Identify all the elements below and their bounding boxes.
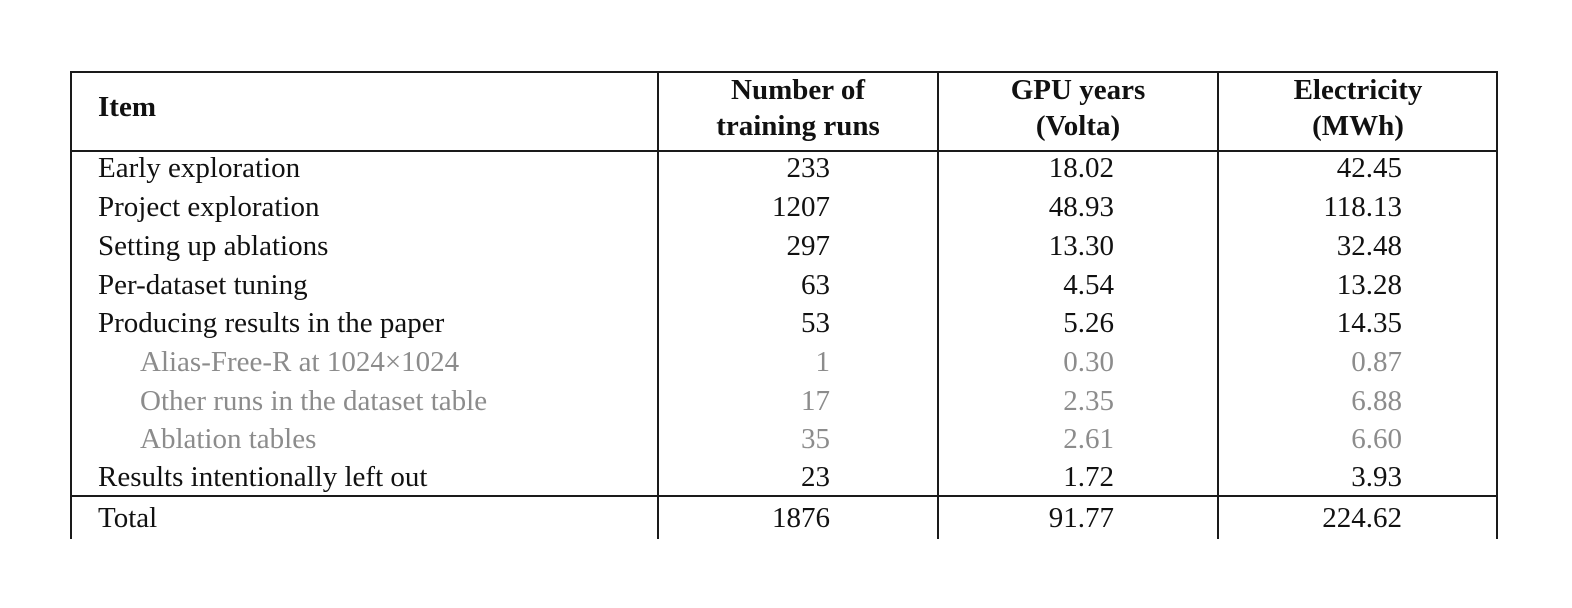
table-row: Producing results in the paper 53 5.26 1…: [70, 304, 1498, 343]
row-gpu: 4.54: [1063, 269, 1114, 301]
table-row: Setting up ablations 297 13.30 32.48: [70, 227, 1498, 266]
table-row: Per-dataset tuning 63 4.54 13.28: [70, 266, 1498, 305]
row-gpu: 2.35: [1063, 385, 1114, 417]
row-electricity: 32.48: [1336, 230, 1402, 262]
total-row: Total 1876 91.77 224.62: [70, 497, 1498, 539]
row-electricity: 13.28: [1336, 269, 1402, 301]
total-gpu: 91.77: [1048, 502, 1114, 534]
row-runs: 53: [801, 307, 830, 339]
row-item: Setting up ablations: [98, 230, 329, 262]
table-left-rule: [70, 71, 72, 539]
header-gpu-line-2: (Volta): [1035, 110, 1121, 142]
row-item: Project exploration: [98, 191, 320, 223]
row-item: Per-dataset tuning: [98, 269, 308, 301]
row-runs: 17: [801, 385, 830, 417]
row-runs: 297: [786, 230, 831, 262]
row-gpu: 0.30: [1063, 346, 1114, 378]
row-runs: 35: [801, 423, 830, 455]
row-item: Alias-Free-R at 1024×1024: [140, 346, 460, 378]
table-top-rule: [70, 71, 1498, 73]
row-electricity: 0.87: [1351, 346, 1402, 378]
header-item-label: Item: [98, 91, 156, 123]
header-runs: Number of training runs: [658, 72, 938, 144]
row-runs: 1: [815, 346, 831, 378]
row-item: Ablation tables: [140, 423, 317, 455]
table-subrow: Ablation tables 35 2.61 6.60: [70, 420, 1498, 459]
row-item: Results intentionally left out: [98, 461, 428, 493]
row-electricity: 6.60: [1351, 423, 1402, 455]
row-runs: 1207: [772, 191, 830, 223]
header-runs-line-1: Number of: [731, 74, 865, 106]
row-electricity: 3.93: [1351, 461, 1402, 493]
header-gpu-line-1: GPU years: [1010, 74, 1146, 106]
table-subrow: Other runs in the dataset table 17 2.35 …: [70, 382, 1498, 421]
row-electricity: 6.88: [1351, 385, 1402, 417]
header-electricity-line-1: Electricity: [1293, 74, 1423, 106]
row-gpu: 5.26: [1063, 307, 1114, 339]
row-item: Early exploration: [98, 152, 301, 184]
table-row: Early exploration 233 18.02 42.45: [70, 149, 1498, 188]
row-item: Other runs in the dataset table: [140, 385, 488, 417]
column-divider-1: [657, 71, 659, 539]
table-subrow: Alias-Free-R at 1024×1024 1 0.30 0.87: [70, 343, 1498, 382]
row-gpu: 18.02: [1048, 152, 1114, 184]
row-runs: 63: [801, 269, 830, 301]
row-runs: 23: [801, 461, 830, 493]
header-electricity-line-2: (MWh): [1312, 110, 1404, 142]
table-right-rule: [1496, 71, 1498, 539]
column-divider-2: [937, 71, 939, 539]
total-top-rule: [70, 495, 1498, 497]
total-item: Total: [98, 502, 158, 534]
header-bottom-rule: [70, 150, 1498, 152]
total-runs: 1876: [772, 502, 830, 534]
row-gpu: 48.93: [1048, 191, 1114, 223]
row-item: Producing results in the paper: [98, 307, 445, 339]
table-row: Results intentionally left out 23 1.72 3…: [70, 458, 1498, 497]
row-gpu: 2.61: [1063, 423, 1114, 455]
header-gpu: GPU years (Volta): [938, 72, 1218, 144]
row-gpu: 13.30: [1048, 230, 1114, 262]
row-electricity: 118.13: [1323, 191, 1402, 223]
header-electricity: Electricity (MWh): [1218, 72, 1498, 144]
header-runs-line-2: training runs: [716, 110, 880, 142]
row-runs: 233: [786, 152, 831, 184]
row-gpu: 1.72: [1063, 461, 1114, 493]
row-electricity: 14.35: [1336, 307, 1402, 339]
compute-table: Item Number of training runs GPU years (…: [70, 71, 1498, 539]
header-item: Item: [98, 89, 156, 125]
column-divider-3: [1217, 71, 1219, 539]
total-electricity: 224.62: [1322, 502, 1402, 534]
row-electricity: 42.45: [1336, 152, 1402, 184]
table-row: Project exploration 1207 48.93 118.13: [70, 188, 1498, 227]
